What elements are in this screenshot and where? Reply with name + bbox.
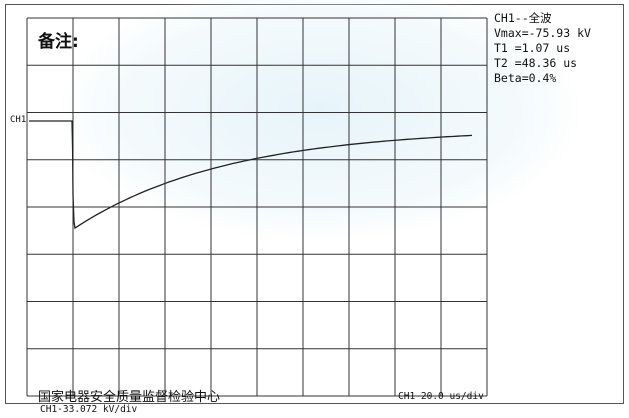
- remark-label: 备注:: [38, 32, 79, 52]
- vertical-scale: CH1-33.072 kV/div: [40, 404, 138, 415]
- watermark-logo: [60, 0, 580, 240]
- horizontal-scale: CH1-20.0 us/div: [398, 391, 484, 402]
- beta-readout: Beta=0.4%: [494, 71, 557, 85]
- t1-readout: T1 =1.07 us: [494, 41, 571, 55]
- plot-grid: [26, 17, 488, 397]
- waveform-trace: [29, 120, 473, 230]
- channel-title: CH1--全波: [494, 11, 552, 25]
- channel-marker: CH1: [10, 115, 27, 125]
- t2-readout: T2 =48.36 us: [494, 56, 578, 70]
- vmax-readout: Vmax=-75.93 kV: [494, 26, 591, 40]
- organization-name: 国家电器安全质量监督检验中心: [38, 390, 221, 405]
- channel-info: CH1--全波 Vmax=-75.93 kV T1 =1.07 us T2 =4…: [494, 11, 591, 86]
